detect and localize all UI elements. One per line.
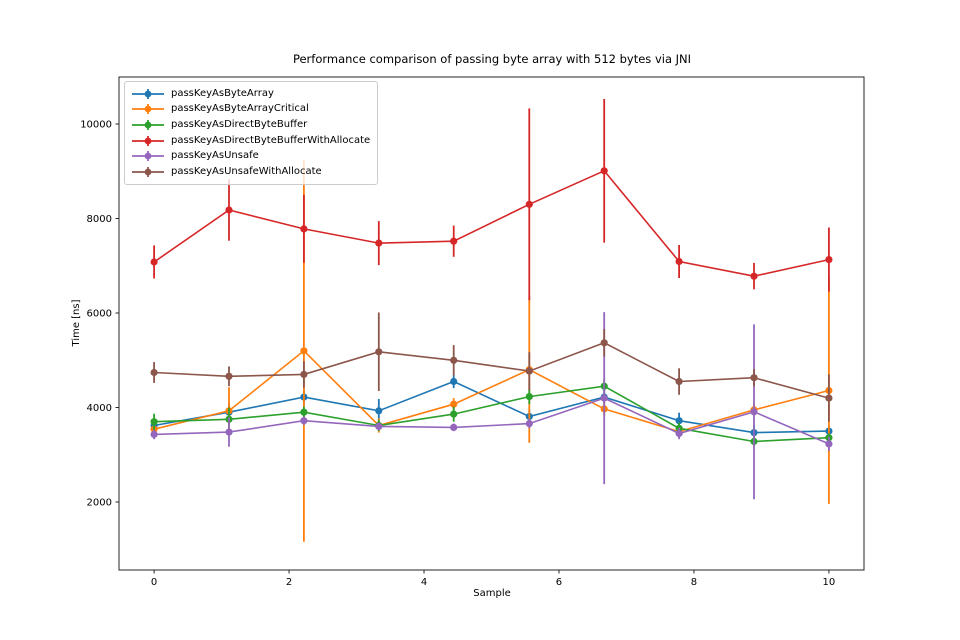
data-point-marker	[750, 272, 758, 280]
legend-item-passKeyAsDirectByteBuffer: passKeyAsDirectByteBuffer	[131, 117, 370, 133]
legend-key-icon	[132, 88, 164, 99]
data-point-marker	[450, 237, 458, 245]
data-point-marker	[525, 393, 533, 401]
series-passKeyAsUnsafe	[150, 312, 833, 500]
x-tick-label: 10	[823, 577, 836, 588]
y-tick-label: 6000	[87, 309, 112, 320]
series-line	[154, 397, 830, 445]
data-point-marker	[675, 429, 683, 438]
data-point-marker	[675, 257, 683, 266]
data-point-marker	[825, 256, 833, 264]
x-tick-label: 4	[421, 577, 427, 588]
data-point-marker	[150, 258, 158, 266]
series-passKeyAsUnsafeWithAllocate	[150, 312, 833, 422]
data-point-marker	[450, 423, 458, 431]
data-point-marker	[525, 367, 533, 375]
legend-item-passKeyAsByteArrayCritical: passKeyAsByteArrayCritical	[131, 102, 370, 118]
legend-item-passKeyAsUnsafeWithAllocate: passKeyAsUnsafeWithAllocate	[131, 164, 370, 180]
series-line	[153, 349, 830, 433]
data-point-marker	[300, 225, 308, 233]
x-tick-group: 0 2 4 6 8 10	[151, 570, 835, 588]
legend-item-passKeyAsByteArray: passKeyAsByteArray	[131, 86, 370, 102]
data-point-marker	[225, 372, 233, 380]
legend-item-passKeyAsUnsafe: passKeyAsUnsafe	[131, 148, 370, 164]
x-tick-label: 0	[151, 577, 157, 588]
data-point-marker	[450, 377, 458, 386]
data-point-marker	[300, 347, 308, 355]
series-passKeyAsDirectByteBufferWithAllocate	[150, 99, 833, 301]
data-point-marker	[375, 239, 383, 247]
data-point-marker	[450, 410, 458, 418]
legend-label: passKeyAsUnsafeWithAllocate	[171, 165, 322, 177]
legend-key-icon	[132, 166, 164, 177]
data-point-marker	[600, 339, 608, 347]
data-point-marker	[450, 356, 458, 364]
legend-label: passKeyAsByteArray	[171, 87, 274, 99]
data-point-marker	[375, 407, 383, 415]
data-point-marker	[675, 377, 683, 386]
chart-title: Performance comparison of passing byte a…	[292, 52, 692, 66]
legend-key-icon	[132, 151, 164, 162]
data-point-marker	[525, 420, 533, 428]
data-point-marker	[825, 440, 833, 448]
y-tick-label: 8000	[87, 214, 112, 225]
data-point-marker	[375, 422, 383, 430]
data-point-marker	[825, 394, 833, 402]
data-point-marker	[600, 167, 608, 175]
legend-label: passKeyAsByteArrayCritical	[171, 103, 309, 115]
data-point-marker	[750, 408, 758, 416]
data-point-marker	[750, 374, 758, 382]
y-tick-group: 2000 4000 6000 8000 10000	[80, 120, 119, 509]
data-point-marker	[300, 408, 308, 416]
y-tick-label: 4000	[87, 403, 112, 414]
series-line	[153, 169, 830, 278]
x-tick-label: 2	[286, 577, 292, 588]
data-point-marker	[675, 417, 683, 425]
x-tick-label: 8	[691, 577, 697, 588]
data-point-marker	[225, 206, 233, 214]
legend-label: passKeyAsDirectByteBuffer	[171, 118, 308, 130]
series-line	[154, 341, 830, 399]
data-point-marker	[450, 400, 458, 408]
data-point-marker	[300, 417, 308, 425]
data-point-marker	[150, 418, 158, 426]
legend-key-icon	[132, 135, 164, 146]
legend-item-passKeyAsDirectByteBufferWithAllocate: passKeyAsDirectByteBufferWithAllocate	[131, 133, 370, 149]
y-tick-label: 2000	[87, 498, 112, 509]
legend: passKeyAsByteArray passKeyAsByteArrayCrit…	[124, 81, 379, 185]
legend-label: passKeyAsDirectByteBufferWithAllocate	[171, 134, 371, 146]
data-point-marker	[375, 348, 383, 356]
data-point-marker	[600, 394, 608, 402]
legend-key-icon	[132, 119, 164, 130]
legend-label: passKeyAsUnsafe	[171, 150, 259, 162]
x-tick-label: 6	[556, 577, 562, 588]
data-point-marker	[225, 428, 233, 436]
data-point-marker	[525, 200, 533, 208]
data-point-marker	[150, 368, 158, 377]
data-point-marker	[150, 430, 158, 438]
legend-key-icon	[132, 104, 164, 115]
series-line	[153, 380, 829, 434]
data-point-marker	[300, 370, 308, 378]
y-tick-label: 10000	[80, 120, 112, 131]
x-axis-label: Sample	[473, 588, 511, 599]
y-axis-label: Time [ns]	[70, 299, 82, 347]
series-line	[154, 385, 829, 443]
